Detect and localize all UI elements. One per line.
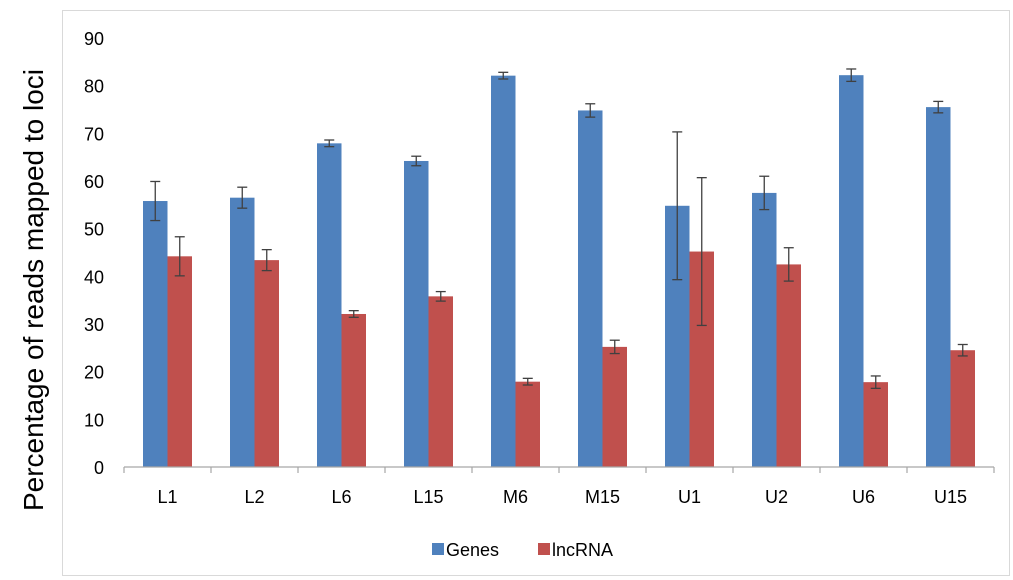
bars bbox=[143, 75, 975, 468]
y-tick-labels: 0 10 20 30 40 50 60 70 80 90 bbox=[84, 29, 104, 478]
bar-lncrna-l1 bbox=[167, 256, 192, 467]
error-bars bbox=[150, 68, 968, 390]
legend-swatch-genes bbox=[432, 543, 444, 555]
x-tick-labels: L1 L2 L6 L15 M6 M15 U1 U2 U6 U15 bbox=[157, 487, 967, 507]
bar-lncrna-m15 bbox=[602, 346, 627, 467]
y-tick-label: 70 bbox=[84, 124, 104, 144]
x-tick-label: L15 bbox=[413, 487, 443, 507]
bar-genes-u2 bbox=[752, 192, 777, 467]
y-tick-label: 50 bbox=[84, 220, 104, 240]
legend: Genes lncRNA bbox=[432, 540, 613, 560]
x-tick-label: M15 bbox=[585, 487, 620, 507]
y-tick-label: 10 bbox=[84, 410, 104, 430]
bar-lncrna-u2 bbox=[776, 264, 801, 467]
x-tick-label: L6 bbox=[331, 487, 351, 507]
bar-genes-l6 bbox=[317, 143, 342, 468]
y-tick-label: 30 bbox=[84, 315, 104, 335]
bar-lncrna-u6 bbox=[863, 382, 888, 467]
bar-genes-l15 bbox=[404, 160, 429, 468]
y-tick-label: 80 bbox=[84, 77, 104, 97]
x-tick-label: M6 bbox=[503, 487, 528, 507]
bar-genes-l2 bbox=[230, 197, 255, 467]
bar-lncrna-l2 bbox=[254, 260, 279, 467]
bar-genes-l1 bbox=[143, 201, 168, 467]
y-tick-label: 90 bbox=[84, 29, 104, 49]
bar-genes-m15 bbox=[578, 110, 603, 467]
bar-lncrna-l6 bbox=[341, 313, 366, 467]
bar-lncrna-u15 bbox=[950, 350, 975, 467]
bar-genes-m6 bbox=[491, 75, 516, 467]
y-tick-label: 20 bbox=[84, 363, 104, 383]
legend-swatch-lncrna bbox=[538, 543, 550, 555]
x-axis bbox=[123, 466, 995, 473]
x-tick-label: U6 bbox=[852, 487, 875, 507]
x-tick-label: U15 bbox=[934, 487, 967, 507]
legend-label-genes: Genes bbox=[446, 540, 499, 560]
y-tick-label: 60 bbox=[84, 172, 104, 192]
legend-label-lncrna: lncRNA bbox=[552, 540, 613, 560]
x-tick-label: L2 bbox=[244, 487, 264, 507]
bar-genes-u6 bbox=[839, 75, 864, 468]
bar-lncrna-l15 bbox=[428, 296, 453, 467]
chart-frame bbox=[62, 10, 1010, 576]
x-tick-label: U1 bbox=[678, 487, 701, 507]
x-tick-label: U2 bbox=[765, 487, 788, 507]
bar-genes-u15 bbox=[926, 107, 951, 467]
y-tick-label: 0 bbox=[94, 458, 104, 478]
x-tick-label: L1 bbox=[157, 487, 177, 507]
y-tick-label: 40 bbox=[84, 267, 104, 287]
bar-lncrna-m6 bbox=[515, 381, 540, 467]
